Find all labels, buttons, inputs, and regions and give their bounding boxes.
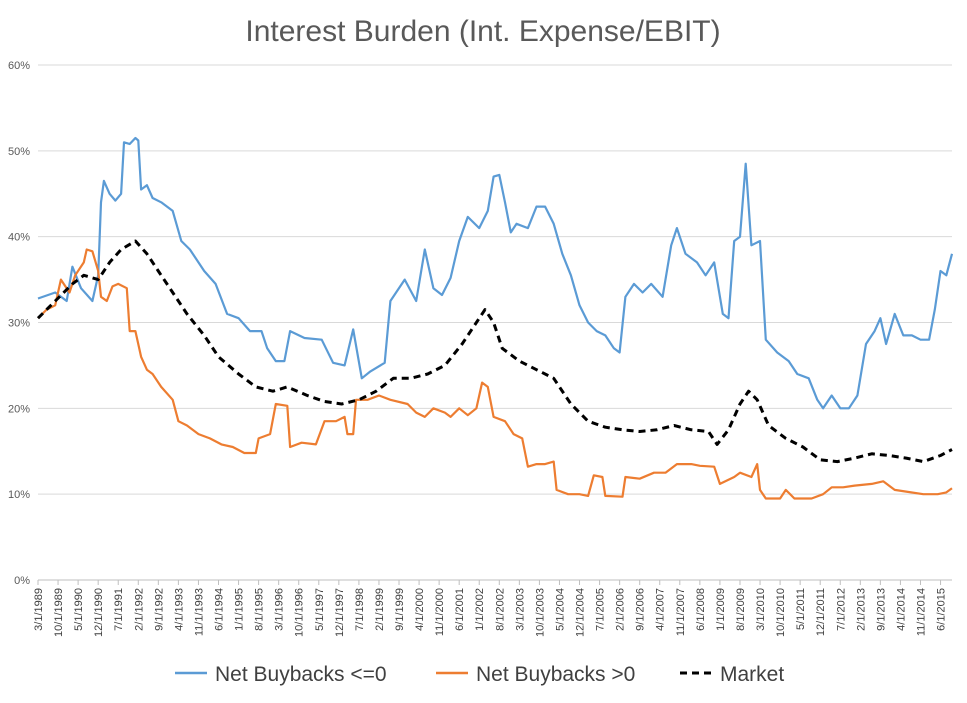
x-tick-label: 12/1/1997 [334, 588, 346, 637]
x-tick-label: 9/1/1992 [153, 588, 165, 631]
series-line-3 [36, 239, 953, 464]
y-tick-label: 20% [8, 403, 30, 415]
y-tick-label: 40% [8, 232, 30, 244]
series-line-2 [37, 248, 953, 500]
x-tick-label: 12/1/2011 [815, 588, 827, 636]
x-tick-label: 4/1/2007 [655, 588, 667, 631]
x-tick-label: 11/1/2000 [434, 588, 446, 636]
x-tick-label: 10/1/1996 [294, 588, 306, 637]
y-axis: 0% 10% 20% 30% 40% 50% 60% [8, 60, 30, 587]
gridlines [38, 64, 952, 495]
x-tick-label: 4/1/2014 [895, 588, 907, 631]
x-tick-label: 11/1/2014 [915, 588, 927, 636]
x-tick-label: 1/1/2009 [715, 588, 727, 631]
x-tick-label: 5/1/2011 [795, 588, 807, 630]
x-tick-label: 8/1/1995 [254, 588, 266, 631]
x-tick-label: 9/1/2013 [875, 588, 887, 631]
legend-label-1: Net Buybacks <=0 [215, 663, 387, 686]
legend-label-3: Market [720, 663, 784, 686]
x-tick-label: 9/1/1999 [394, 588, 406, 631]
x-tick-label: 12/1/2004 [575, 588, 587, 637]
x-tick-label: 8/1/2002 [494, 588, 506, 631]
x-tick-label: 8/1/2009 [735, 588, 747, 631]
legend-label-2: Net Buybacks >0 [476, 663, 635, 686]
x-tick-label: 7/1/2012 [835, 588, 847, 631]
x-axis: 3/1/1989 10/1/1989 5/1/1990 12/1/1990 7/1/19… [33, 579, 952, 637]
x-tick-label: 6/1/2008 [695, 588, 707, 631]
series-line-1 [37, 136, 954, 410]
x-tick-label: 4/1/2000 [414, 588, 426, 631]
x-tick-label: 11/1/1993 [193, 588, 205, 636]
x-tick-label: 5/1/1997 [314, 588, 326, 631]
x-tick-label: 2/1/1999 [374, 588, 386, 631]
x-tick-label: 2/1/1992 [133, 588, 145, 631]
chart-title: Interest Burden (Int. Expense/EBIT) [245, 15, 720, 48]
x-tick-label: 3/1/1996 [274, 588, 286, 631]
x-tick-label: 6/1/2001 [454, 588, 466, 631]
x-tick-label: 7/1/1998 [354, 588, 366, 631]
x-tick-label: 7/1/2005 [595, 588, 607, 631]
x-tick-label: 3/1/2010 [755, 588, 767, 631]
x-tick-label: 5/1/2004 [554, 588, 566, 631]
x-tick-label: 4/1/1993 [173, 588, 185, 631]
y-tick-label: 30% [8, 318, 30, 330]
y-tick-label: 0% [14, 575, 30, 587]
x-tick-label: 10/1/2003 [534, 588, 546, 637]
legend: Net Buybacks <=0 Net Buybacks >0 Market [175, 663, 784, 686]
x-tick-label: 5/1/1990 [73, 588, 85, 631]
y-tick-label: 50% [8, 146, 30, 158]
x-tick-label: 11/1/2007 [675, 588, 687, 636]
plot-area [36, 136, 954, 500]
y-tick-label: 10% [8, 489, 30, 501]
x-tick-label: 3/1/2003 [514, 588, 526, 631]
y-tick-label: 60% [8, 60, 30, 72]
x-tick-label: 1/1/1995 [234, 588, 246, 631]
x-tick-label: 1/1/2002 [474, 588, 486, 631]
x-tick-label: 10/1/1989 [53, 588, 65, 637]
x-tick-label: 6/1/1994 [214, 588, 226, 631]
x-tick-label: 6/1/2015 [936, 588, 948, 631]
x-tick-label: 7/1/1991 [113, 588, 125, 631]
x-tick-label: 9/1/2006 [635, 588, 647, 631]
x-tick-label: 2/1/2006 [615, 588, 627, 631]
x-tick-label: 10/1/2010 [775, 588, 787, 637]
x-tick-label: 2/1/2013 [855, 588, 867, 631]
x-tick-label: 12/1/1990 [93, 588, 105, 637]
x-tick-label: 3/1/1989 [33, 588, 45, 631]
